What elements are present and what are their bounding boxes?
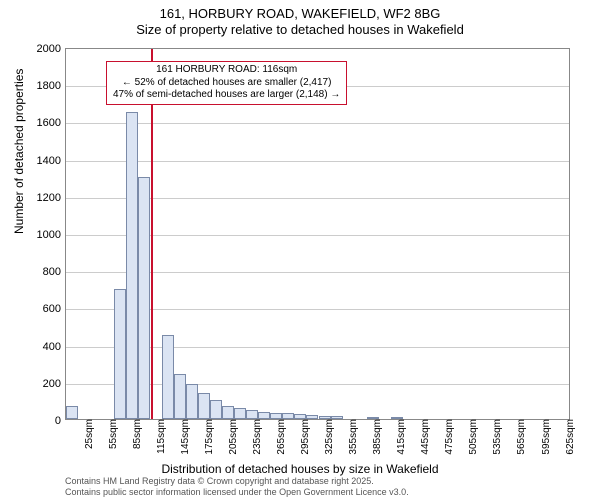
- histogram-bar: [198, 393, 210, 419]
- chart-title-line2: Size of property relative to detached ho…: [0, 22, 600, 37]
- y-tick-label: 600: [43, 303, 66, 315]
- y-gridline: [66, 123, 569, 124]
- x-tick-label: 25sqm: [82, 419, 95, 449]
- y-tick-label: 200: [43, 378, 66, 390]
- x-tick-label: 205sqm: [226, 419, 239, 455]
- histogram-bar: [258, 412, 270, 419]
- annotation-line: ← 52% of detached houses are smaller (2,…: [113, 77, 340, 90]
- x-tick-label: 145sqm: [178, 419, 191, 455]
- x-tick-label: 475sqm: [442, 419, 455, 455]
- y-tick-label: 1600: [37, 117, 66, 129]
- x-tick-label: 355sqm: [346, 419, 359, 455]
- histogram-bar: [114, 289, 126, 419]
- x-tick-label: 115sqm: [154, 419, 167, 454]
- x-tick-label: 415sqm: [394, 419, 407, 455]
- x-tick-label: 265sqm: [274, 419, 287, 455]
- chart-plot-area: 020040060080010001200140016001800200025s…: [65, 48, 570, 420]
- x-tick-label: 505sqm: [466, 419, 479, 455]
- x-axis-label: Distribution of detached houses by size …: [0, 462, 600, 476]
- x-tick-label: 625sqm: [563, 419, 576, 455]
- histogram-bar: [126, 112, 138, 419]
- annotation-line: 161 HORBURY ROAD: 116sqm: [113, 64, 340, 77]
- y-tick-label: 1400: [37, 155, 66, 167]
- histogram-bar: [222, 406, 234, 419]
- histogram-bar: [174, 374, 186, 419]
- y-tick-label: 1200: [37, 192, 66, 204]
- y-tick-label: 2000: [37, 43, 66, 55]
- x-tick-label: 535sqm: [490, 419, 503, 455]
- annotation-line: 47% of semi-detached houses are larger (…: [113, 89, 340, 102]
- x-tick-label: 85sqm: [130, 419, 143, 449]
- histogram-bar: [234, 408, 246, 419]
- y-gridline: [66, 161, 569, 162]
- x-tick-label: 445sqm: [418, 419, 431, 455]
- y-tick-label: 0: [55, 415, 66, 427]
- chart-title-line1: 161, HORBURY ROAD, WAKEFIELD, WF2 8BG: [0, 6, 600, 21]
- x-tick-label: 595sqm: [539, 419, 552, 455]
- x-tick-label: 325sqm: [322, 419, 335, 455]
- x-tick-label: 385sqm: [370, 419, 383, 455]
- footer-line1: Contains HM Land Registry data © Crown c…: [65, 476, 409, 486]
- histogram-bar: [246, 410, 258, 419]
- histogram-bar: [162, 335, 174, 419]
- histogram-bar: [186, 384, 198, 419]
- marker-line: [151, 49, 153, 419]
- y-tick-label: 1000: [37, 229, 66, 241]
- y-axis-label: Number of detached properties: [12, 69, 26, 234]
- x-tick-label: 55sqm: [106, 419, 119, 449]
- x-tick-label: 295sqm: [298, 419, 311, 455]
- y-tick-label: 1800: [37, 80, 66, 92]
- x-tick-label: 175sqm: [202, 419, 215, 455]
- footer-line2: Contains public sector information licen…: [65, 487, 409, 497]
- chart-footer: Contains HM Land Registry data © Crown c…: [65, 476, 409, 497]
- histogram-bar: [210, 400, 222, 419]
- y-tick-label: 800: [43, 266, 66, 278]
- histogram-bar: [138, 177, 150, 419]
- x-tick-label: 565sqm: [514, 419, 527, 455]
- histogram-bar: [66, 406, 78, 419]
- annotation-box: 161 HORBURY ROAD: 116sqm← 52% of detache…: [106, 61, 347, 105]
- x-tick-label: 235sqm: [250, 419, 263, 455]
- y-tick-label: 400: [43, 341, 66, 353]
